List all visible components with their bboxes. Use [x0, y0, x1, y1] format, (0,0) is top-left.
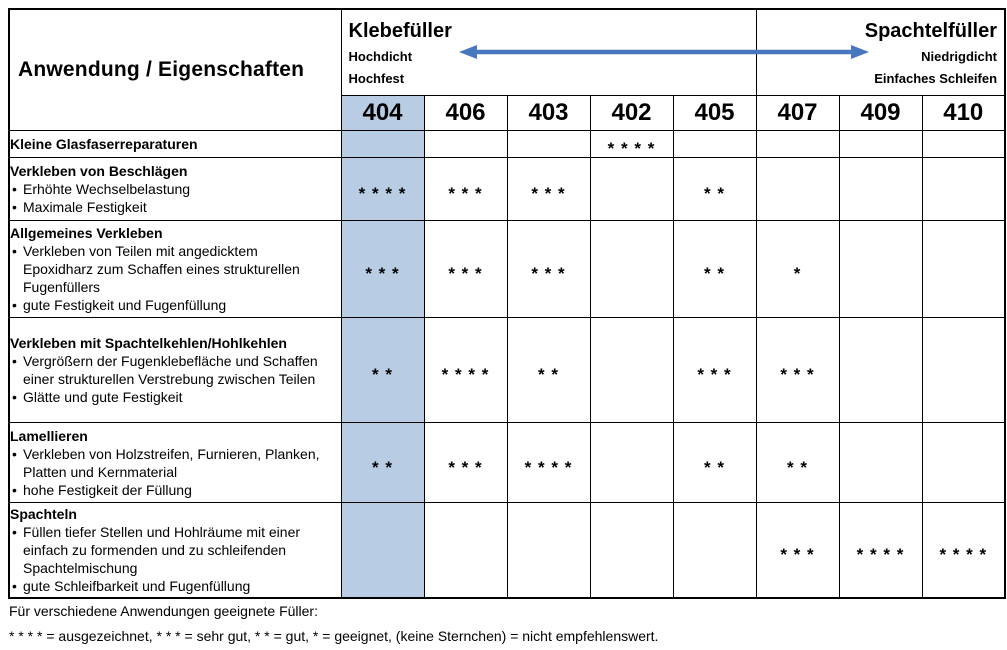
- column-header-407: 407: [755, 95, 840, 131]
- rating-cell: [921, 422, 1006, 503]
- rating-cell: [755, 157, 840, 221]
- rating-cell: [838, 157, 923, 221]
- rating-cell: [921, 130, 1006, 158]
- rating-cell: [838, 422, 923, 503]
- group-cell-spachtelfueller: Spachtelfüller Niedrigdicht Einfaches Sc…: [755, 8, 1006, 96]
- table-row: Verkleben mit Spachtelkehlen/Hohlkehlen …: [8, 317, 1006, 423]
- rating-cell: [921, 220, 1006, 318]
- application-label: Lamellieren Verkleben von Holzstreifen, …: [8, 422, 342, 503]
- rating-cell: * * *: [423, 220, 508, 318]
- rating-cell: [921, 317, 1006, 423]
- rating-cell: [506, 502, 591, 598]
- table-title: Anwendung / Eigenschaften: [18, 58, 305, 81]
- rating-cell: [921, 157, 1006, 221]
- bullet-item: Verkleben von Teilen mit angedicktem Epo…: [10, 242, 340, 296]
- table-row: Spachteln Füllen tiefer Stellen und Hohl…: [8, 502, 1006, 598]
- bullet-item: gute Festigkeit und Fugenfüllung: [10, 296, 340, 314]
- table-row: Lamellieren Verkleben von Holzstreifen, …: [8, 422, 1006, 503]
- rating-cell: [340, 130, 425, 158]
- rating-cell: [755, 130, 840, 158]
- rating-cell: [506, 130, 591, 158]
- group-cell-klebefueller: Klebefüller Hochdicht Hochfest: [340, 8, 757, 96]
- application-label: Kleine Glasfaserreparaturen: [8, 130, 342, 158]
- rating-cell: * *: [506, 317, 591, 423]
- rating-cell: * * *: [340, 220, 425, 318]
- rating-cell: * *: [672, 220, 757, 318]
- rating-cell: [589, 422, 674, 503]
- group-sub-niedrigdicht: Niedrigdicht: [921, 49, 998, 64]
- bullet-item: gute Schleifbarkeit und Fugenfüllung: [10, 577, 340, 595]
- rating-cell: * *: [340, 422, 425, 503]
- rating-cell: * * * *: [340, 157, 425, 221]
- group-title-klebefueller: Klebefüller: [348, 20, 452, 42]
- column-header-404: 404: [340, 95, 425, 131]
- group-title-spachtelfueller: Spachtelfüller: [864, 20, 998, 42]
- legend: Für verschiedene Anwendungen geeignete F…: [9, 599, 999, 649]
- bullet-item: hohe Festigkeit der Füllung: [10, 481, 340, 499]
- table-row: Verkleben von Beschlägen Erhöhte Wechsel…: [8, 157, 1006, 221]
- rating-cell: * *: [755, 422, 840, 503]
- product-number-row: 404 406 403 402 405 407 409 410: [9, 95, 1006, 131]
- bullet-item: Vergrößern der Fugenklebefläche und Scha…: [10, 352, 340, 388]
- column-header-406: 406: [423, 95, 508, 131]
- rating-cell: * * * *: [423, 317, 508, 423]
- rating-cell: * *: [672, 157, 757, 221]
- rating-cell: [838, 130, 923, 158]
- rating-cell: [589, 502, 674, 598]
- legend-key: * * * * = ausgezeichnet, * * * = sehr gu…: [9, 628, 659, 644]
- rating-cell: [340, 502, 425, 598]
- table-row: Allgemeines Verkleben Verkleben von Teil…: [8, 220, 1006, 318]
- application-label: Verkleben von Beschlägen Erhöhte Wechsel…: [8, 157, 342, 221]
- rating-cell: * * * *: [838, 502, 923, 598]
- rating-cell: [423, 130, 508, 158]
- rating-cell: [838, 317, 923, 423]
- rating-cell: [672, 130, 757, 158]
- bullet-item: Glätte und gute Festigkeit: [10, 388, 340, 406]
- rating-cell: *: [755, 220, 840, 318]
- column-header-402: 402: [589, 95, 674, 131]
- group-header-row: Anwendung / Eigenschaften Klebefüller Ho…: [8, 8, 1006, 131]
- application-label: Verkleben mit Spachtelkehlen/Hohlkehlen …: [8, 317, 342, 423]
- legend-intro: Für verschiedene Anwendungen geeignete F…: [9, 603, 318, 619]
- group-sub-einfaches-schleifen: Einfaches Schleifen: [874, 71, 998, 86]
- rating-cell: [423, 502, 508, 598]
- rating-cell: * * *: [755, 317, 840, 423]
- rating-cell: [589, 317, 674, 423]
- bullet-item: Füllen tiefer Stellen und Hohlräume mit …: [10, 523, 340, 577]
- corner-cell: Anwendung / Eigenschaften: [8, 8, 342, 131]
- column-header-410: 410: [921, 95, 1006, 131]
- rating-cell: * * * *: [921, 502, 1006, 598]
- rating-cell: * * *: [423, 422, 508, 503]
- bullet-item: Erhöhte Wechselbelastung: [10, 180, 340, 198]
- rating-cell: * * * *: [506, 422, 591, 503]
- rating-cell: * * *: [506, 157, 591, 221]
- rating-cell: [589, 220, 674, 318]
- rating-cell: * * *: [672, 317, 757, 423]
- application-label: Allgemeines Verkleben Verkleben von Teil…: [8, 220, 342, 318]
- rating-cell: [589, 157, 674, 221]
- rating-cell: * * *: [423, 157, 508, 221]
- rating-cell: * * *: [506, 220, 591, 318]
- rating-cell: * * *: [755, 502, 840, 598]
- filler-comparison-table: Anwendung / Eigenschaften Klebefüller Ho…: [8, 8, 1007, 599]
- bullet-item: Verkleben von Holzstreifen, Furnieren, P…: [10, 445, 340, 481]
- column-header-405: 405: [672, 95, 757, 131]
- rating-cell: * * * *: [589, 130, 674, 158]
- bullet-item: Maximale Festigkeit: [10, 198, 340, 216]
- group-sub-hochfest: Hochfest: [348, 71, 405, 86]
- rating-cell: * *: [672, 422, 757, 503]
- table-row: Kleine Glasfaserreparaturen * * * *: [8, 130, 1006, 158]
- rating-cell: [838, 220, 923, 318]
- column-header-409: 409: [838, 95, 923, 131]
- group-sub-hochdicht: Hochdicht: [348, 49, 413, 64]
- column-header-403: 403: [506, 95, 591, 131]
- application-label: Spachteln Füllen tiefer Stellen und Hohl…: [8, 502, 342, 598]
- rating-cell: [672, 502, 757, 598]
- rating-cell: * *: [340, 317, 425, 423]
